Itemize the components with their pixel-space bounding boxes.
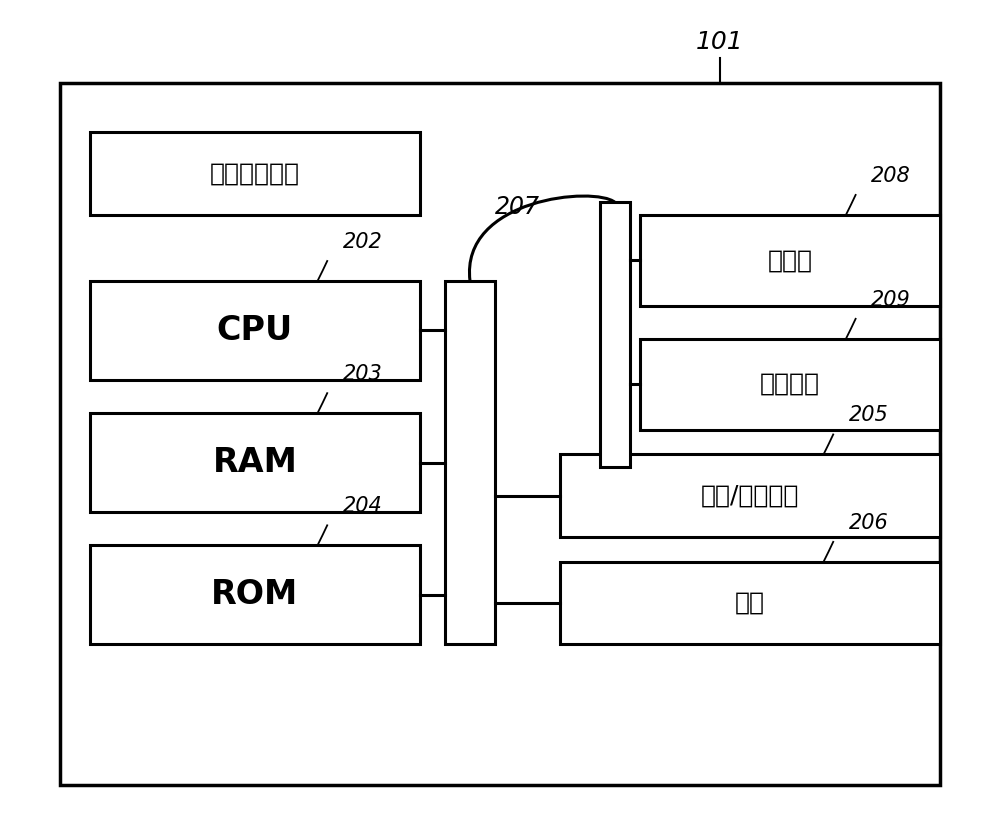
Bar: [90, 281, 420, 380]
Bar: [445, 281, 495, 644]
Bar: [90, 413, 420, 512]
Bar: [60, 83, 940, 785]
Text: 204: 204: [343, 496, 382, 516]
Text: 101: 101: [696, 30, 744, 54]
Text: ROM: ROM: [211, 578, 299, 611]
Bar: [640, 339, 940, 430]
Bar: [90, 545, 420, 644]
Bar: [640, 215, 940, 306]
Text: 202: 202: [343, 232, 382, 252]
Text: 显示器: 显示器: [768, 248, 812, 273]
Bar: [90, 132, 420, 215]
Text: 206: 206: [849, 513, 888, 533]
Text: 输入/输出接口: 输入/输出接口: [701, 483, 799, 508]
Text: 指示装置: 指示装置: [760, 372, 820, 396]
Bar: [560, 562, 940, 644]
Text: 网卡: 网卡: [735, 591, 765, 615]
Text: 209: 209: [871, 290, 911, 310]
Text: CPU: CPU: [217, 314, 293, 347]
Bar: [600, 202, 630, 467]
Text: 203: 203: [343, 364, 382, 384]
Text: 207: 207: [495, 195, 540, 219]
Text: 208: 208: [871, 166, 911, 186]
Text: RAM: RAM: [213, 446, 297, 479]
Text: 205: 205: [849, 406, 888, 425]
Bar: [560, 454, 940, 537]
Text: 信息处理装置: 信息处理装置: [210, 161, 300, 186]
